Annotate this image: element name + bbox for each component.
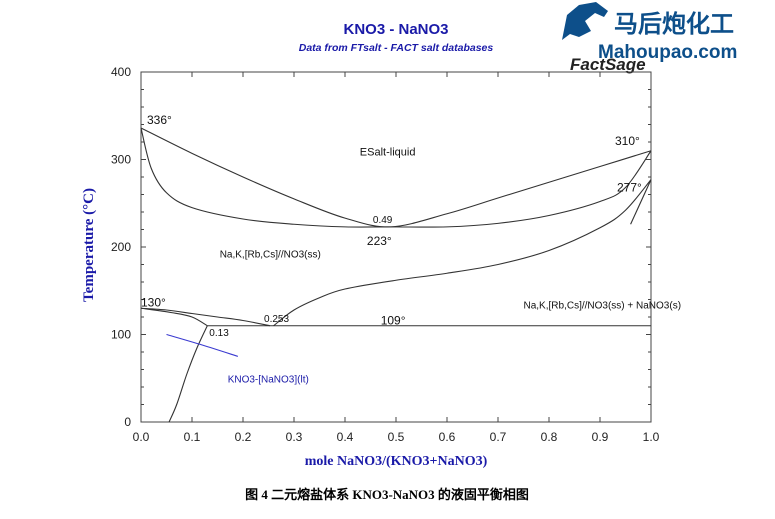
chart-annotation: 130° xyxy=(141,295,166,309)
x-axis-label: mole NaNO3/(KNO3+NaNO3) xyxy=(305,454,488,469)
watermark-logo: 马后炮化工 Mahoupao.com xyxy=(562,2,737,63)
x-tick-label: 0.4 xyxy=(337,430,354,444)
chart-title: KNO3 - NaNO3 xyxy=(343,21,448,38)
x-tick-label: 0.5 xyxy=(388,430,405,444)
x-tick-label: 0.1 xyxy=(184,430,201,444)
y-tick-label: 200 xyxy=(111,240,131,254)
y-tick-label: 100 xyxy=(111,328,131,342)
phase-boundary-line xyxy=(140,127,652,228)
factsage-brand: FactSage xyxy=(570,55,646,74)
phase-boundary-line xyxy=(166,333,239,357)
y-tick-label: 300 xyxy=(111,153,131,167)
chart-annotation: 223° xyxy=(367,234,392,248)
phase-boundary-line xyxy=(140,127,652,228)
watermark-cn: 马后炮化工 xyxy=(614,10,734,38)
chart-annotation: 0.13 xyxy=(209,328,229,339)
chart-annotation: KNO3-[NaNO3](lt) xyxy=(228,375,309,386)
chart-subtitle: Data from FTsalt - FACT salt databases xyxy=(299,42,494,54)
x-tick-label: 0.0 xyxy=(133,430,150,444)
chart-annotation: ESalt-liquid xyxy=(360,147,416,159)
horse-logo-icon xyxy=(562,2,608,40)
x-tick-label: 0.9 xyxy=(592,430,609,444)
figure-caption: 图 4 二元熔盐体系 KNO3-NaNO3 的液固平衡相图 xyxy=(245,487,529,502)
phase-boundary-line xyxy=(168,325,208,423)
x-tick-label: 0.7 xyxy=(490,430,507,444)
phase-boundaries xyxy=(140,127,652,423)
chart-annotation: 277° xyxy=(617,181,642,195)
phase-boundary-line xyxy=(140,307,208,327)
chart-annotation: 0.253 xyxy=(264,314,289,325)
chart-annotation: 0.49 xyxy=(373,215,393,226)
axis-ticks xyxy=(140,71,652,423)
x-tick-label: 1.0 xyxy=(643,430,660,444)
x-tick-label: 0.2 xyxy=(235,430,252,444)
chart-annotation: 109° xyxy=(381,314,406,328)
chart-annotation: Na,K,[Rb,Cs]//NO3(ss) + NaNO3(s) xyxy=(524,300,682,311)
x-tick-label: 0.6 xyxy=(439,430,456,444)
y-tick-label: 400 xyxy=(111,65,131,79)
plot-frame xyxy=(140,71,652,423)
phase-boundary-line xyxy=(630,179,652,225)
chart-annotation: 336° xyxy=(147,113,172,127)
chart-annotations: 336° 310° ESalt-liquid 0.49 223° 277° Na,K,[Rb… xyxy=(141,113,681,386)
x-tick-label: 0.8 xyxy=(541,430,558,444)
phase-boundary-line xyxy=(273,179,652,327)
x-tick-label: 0.3 xyxy=(286,430,303,444)
y-axis-label: Temperature (°C) xyxy=(81,188,97,302)
phase-boundary-line xyxy=(140,307,271,327)
chart-annotation: Na,K,[Rb,Cs]//NO3(ss) xyxy=(220,250,321,261)
chart-annotation: 310° xyxy=(615,134,640,148)
axis-tick-labels: 0.0 0.1 0.2 0.3 0.4 0.5 0.6 0.7 0.8 0.9 1.0 0 100 200… xyxy=(111,65,660,444)
y-tick-label: 0 xyxy=(124,415,131,429)
watermark-en: Mahoupao.com xyxy=(598,42,737,63)
